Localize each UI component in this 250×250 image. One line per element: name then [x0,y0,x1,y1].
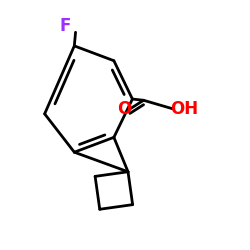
Text: O: O [117,100,131,118]
Text: F: F [60,17,71,35]
Text: OH: OH [170,100,198,118]
